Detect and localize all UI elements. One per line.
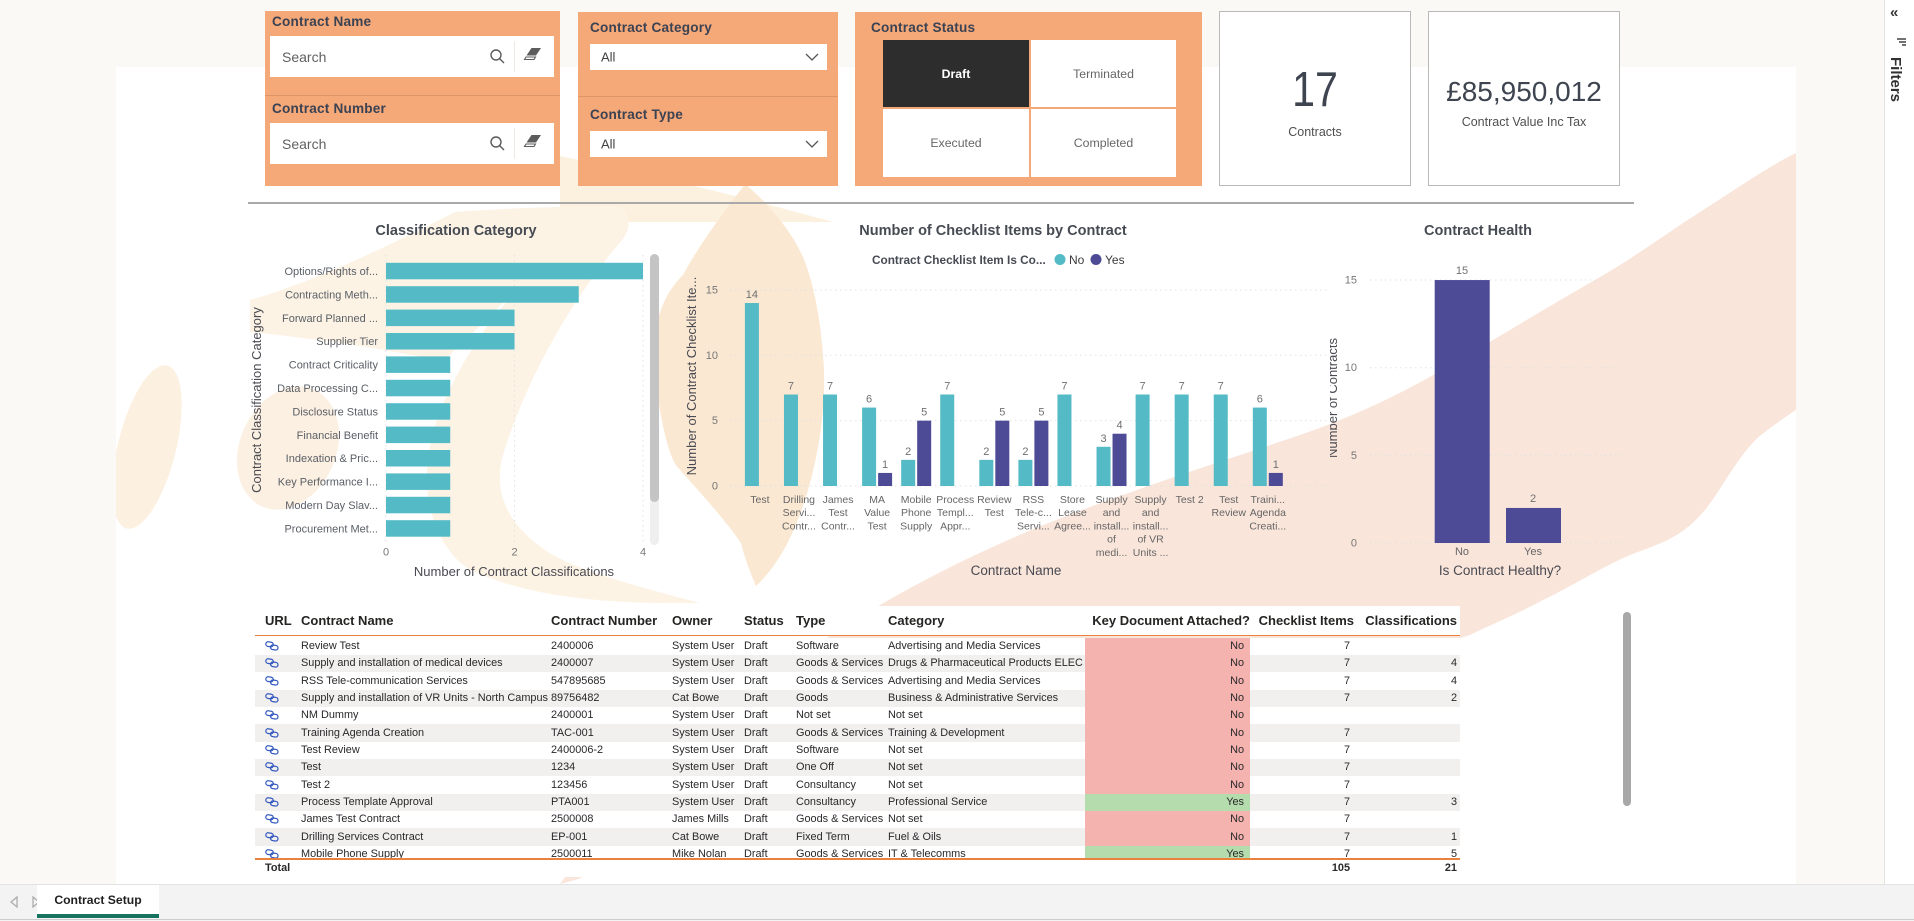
svg-text:5: 5: [1351, 450, 1357, 462]
svg-text:Supplier Tier: Supplier Tier: [316, 336, 378, 348]
svg-text:Test 2: Test 2: [1176, 494, 1204, 506]
svg-text:Classification Category: Classification Category: [375, 223, 536, 239]
svg-text:Templ...: Templ...: [937, 507, 974, 519]
svg-text:Phone: Phone: [901, 507, 932, 519]
svg-text:0: 0: [383, 547, 389, 559]
svg-text:15: 15: [1345, 275, 1357, 287]
svg-text:Contracting Meth...: Contracting Meth...: [285, 289, 378, 301]
svg-text:5: 5: [712, 415, 718, 427]
svg-text:Indexation & Pric...: Indexation & Pric...: [286, 453, 378, 465]
svg-text:Servi...: Servi...: [783, 507, 816, 519]
svg-text:Test: Test: [1219, 494, 1238, 506]
svg-text:7: 7: [827, 381, 833, 393]
svg-text:2: 2: [511, 547, 517, 559]
svg-text:of: of: [1107, 534, 1116, 546]
svg-text:5: 5: [921, 407, 927, 419]
svg-text:7: 7: [1140, 381, 1146, 393]
svg-text:Data Processing C...: Data Processing C...: [277, 383, 378, 395]
svg-text:Number of Contract Checklist I: Number of Contract Checklist Ite...: [684, 277, 699, 476]
svg-text:4: 4: [640, 547, 646, 559]
svg-text:7: 7: [944, 381, 950, 393]
svg-text:Servi...: Servi...: [1017, 520, 1050, 532]
svg-text:Supply: Supply: [900, 520, 933, 532]
svg-text:Number of Contracts: Number of Contracts: [1330, 338, 1340, 458]
svg-text:Financial Benefit: Financial Benefit: [297, 430, 378, 442]
svg-text:Test: Test: [750, 494, 769, 506]
svg-text:Value: Value: [864, 507, 890, 519]
svg-text:Test: Test: [867, 520, 886, 532]
svg-text:Agenda: Agenda: [1250, 507, 1286, 519]
svg-text:Contract Classification Catego: Contract Classification Category: [250, 307, 264, 493]
svg-text:Review: Review: [1212, 507, 1247, 519]
svg-text:MA: MA: [869, 494, 885, 506]
svg-text:Contr...: Contr...: [782, 520, 816, 532]
svg-text:15: 15: [706, 284, 718, 296]
svg-text:install...: install...: [1094, 520, 1130, 532]
svg-text:of VR: of VR: [1137, 534, 1164, 546]
svg-text:Review: Review: [977, 494, 1012, 506]
svg-text:and: and: [1103, 507, 1121, 519]
svg-text:5: 5: [1038, 407, 1044, 419]
svg-text:Creati...: Creati...: [1249, 520, 1286, 532]
svg-text:Contract Checklist Item Is Co.: Contract Checklist Item Is Co...: [872, 253, 1046, 267]
svg-text:medi...: medi...: [1096, 547, 1128, 559]
svg-text:7: 7: [1179, 381, 1185, 393]
svg-text:install...: install...: [1133, 520, 1169, 532]
svg-text:Contract Criticality: Contract Criticality: [289, 360, 379, 372]
svg-text:Process: Process: [936, 494, 974, 506]
svg-text:Options/Rights of...: Options/Rights of...: [284, 266, 378, 278]
svg-text:2: 2: [1530, 493, 1536, 505]
svg-text:Number of Checklist Items by C: Number of Checklist Items by Contract: [859, 223, 1127, 239]
svg-text:and: and: [1142, 507, 1160, 519]
svg-text:Supply: Supply: [1135, 494, 1168, 506]
svg-text:10: 10: [706, 350, 718, 362]
svg-text:0: 0: [712, 481, 718, 493]
svg-text:5: 5: [999, 407, 1005, 419]
svg-text:Key Performance I...: Key Performance I...: [278, 477, 378, 489]
svg-text:Contract Health: Contract Health: [1424, 223, 1532, 239]
svg-text:1: 1: [1273, 459, 1279, 471]
svg-text:James: James: [823, 494, 854, 506]
svg-text:No: No: [1069, 253, 1085, 267]
svg-text:3: 3: [1100, 433, 1106, 445]
svg-text:Contract Name: Contract Name: [971, 563, 1062, 578]
svg-text:Traini...: Traini...: [1250, 494, 1285, 506]
svg-text:Units ...: Units ...: [1133, 547, 1169, 559]
svg-text:Appr...: Appr...: [940, 520, 970, 532]
svg-text:15: 15: [1456, 265, 1468, 277]
svg-text:Test: Test: [985, 507, 1004, 519]
svg-text:No: No: [1455, 546, 1469, 558]
svg-text:Mobile: Mobile: [901, 494, 932, 506]
svg-text:Number of Contract Classificat: Number of Contract Classifications: [414, 564, 615, 579]
svg-text:Test: Test: [828, 507, 847, 519]
svg-text:Disclosure Status: Disclosure Status: [292, 406, 378, 418]
svg-text:14: 14: [746, 289, 758, 301]
svg-text:7: 7: [788, 381, 794, 393]
svg-text:RSS: RSS: [1023, 494, 1045, 506]
svg-text:Procurement Met...: Procurement Met...: [284, 523, 378, 535]
svg-text:Lease: Lease: [1058, 507, 1087, 519]
svg-text:Is Contract Healthy?: Is Contract Healthy?: [1439, 563, 1561, 578]
svg-text:4: 4: [1116, 420, 1122, 432]
svg-text:2: 2: [1022, 446, 1028, 458]
svg-text:2: 2: [983, 446, 989, 458]
svg-text:Supply: Supply: [1095, 494, 1128, 506]
svg-text:Drilling: Drilling: [783, 494, 815, 506]
svg-text:Store: Store: [1060, 494, 1085, 506]
svg-text:6: 6: [866, 394, 872, 406]
svg-text:Modern Day Slav...: Modern Day Slav...: [285, 500, 378, 512]
svg-text:2: 2: [905, 446, 911, 458]
svg-text:10: 10: [1345, 362, 1357, 374]
svg-text:1: 1: [882, 459, 888, 471]
svg-text:7: 7: [1218, 381, 1224, 393]
svg-text:7: 7: [1061, 381, 1067, 393]
svg-text:Forward Planned ...: Forward Planned ...: [282, 313, 378, 325]
svg-text:0: 0: [1351, 538, 1357, 550]
svg-text:Yes: Yes: [1105, 253, 1125, 267]
svg-text:Agree...: Agree...: [1054, 520, 1091, 532]
svg-text:Tele-c...: Tele-c...: [1015, 507, 1052, 519]
svg-text:6: 6: [1257, 394, 1263, 406]
svg-text:Yes: Yes: [1524, 546, 1542, 558]
svg-text:Contr...: Contr...: [821, 520, 855, 532]
